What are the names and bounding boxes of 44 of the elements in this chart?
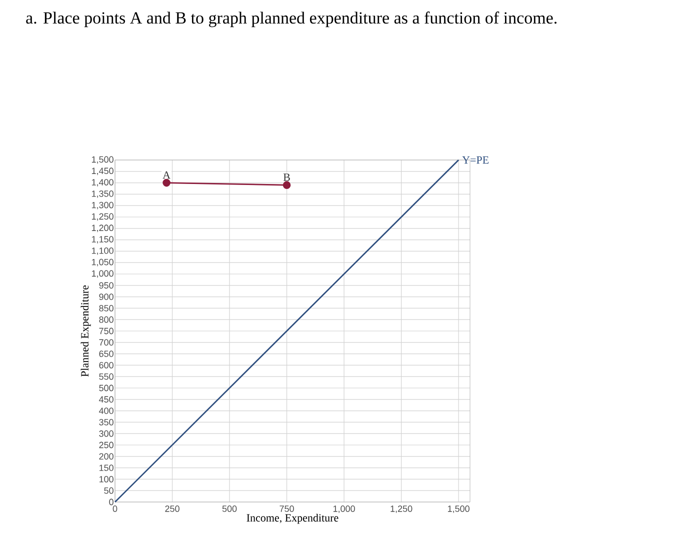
y-tick-label: 1,300 [92, 202, 114, 210]
y-tick-label: 1,450 [92, 168, 114, 176]
y-axis-title: Planned Expenditure [80, 285, 91, 377]
x-tick-label: 1,250 [390, 506, 412, 513]
chart-title: a. Place points A and B to graph planned expenditure as a function of income. [26, 12, 557, 28]
y-tick-label: 400 [98, 408, 114, 414]
annotation: A [162, 171, 170, 179]
y-tick-label: 1,200 [92, 224, 114, 232]
y-tick-label: 900 [99, 294, 114, 300]
x-tick-label: 0 [112, 506, 118, 512]
y-tick-label: 1,250 [92, 213, 114, 221]
series-label: Y=PE [462, 156, 489, 164]
y-tick-label: 650 [99, 350, 114, 357]
y-tick-label: 100 [99, 476, 114, 482]
y-tick-label: 850 [99, 305, 114, 312]
y-tick-label: 550 [99, 373, 114, 380]
x-tick-label: 500 [222, 506, 237, 512]
y-tick-label: 350 [99, 419, 114, 426]
y-tick-label: 600 [99, 362, 114, 368]
y-tick-label: 1,100 [92, 247, 114, 255]
y-tick-label: 1,500 [92, 156, 114, 164]
y-tick-label: 800 [99, 316, 114, 323]
y-tick-label: 700 [99, 339, 114, 346]
y-tick-label: 500 [99, 384, 114, 392]
y-tick-label: 450 [98, 396, 114, 403]
y-tick-label: 0 [109, 498, 114, 506]
y-tick-label: 200 [99, 453, 114, 460]
y-tick-label: 1,000 [92, 270, 114, 278]
x-axis-title: Income, Expenditure [246, 514, 338, 524]
x-tick-label: 1,000 [333, 506, 355, 513]
y-tick-label: 300 [99, 430, 114, 437]
x-tick-label: 250 [165, 506, 180, 512]
y-tick-label: 1,150 [92, 236, 114, 244]
y-tick-label: 250 [99, 442, 114, 448]
y-tick-label: 1,050 [92, 258, 114, 266]
x-tick-label: 750 [280, 506, 294, 512]
y-tick-label: 1,350 [92, 190, 114, 198]
annotation: B [283, 174, 290, 181]
y-tick-label: 1,400 [92, 179, 114, 187]
y-tick-label: 950 [99, 282, 114, 289]
x-tick-label: 1,500 [448, 506, 470, 513]
y-tick-label: 50 [104, 487, 114, 494]
y-tick-label: 150 [99, 464, 114, 471]
y-tick-label: 750 [99, 328, 114, 334]
